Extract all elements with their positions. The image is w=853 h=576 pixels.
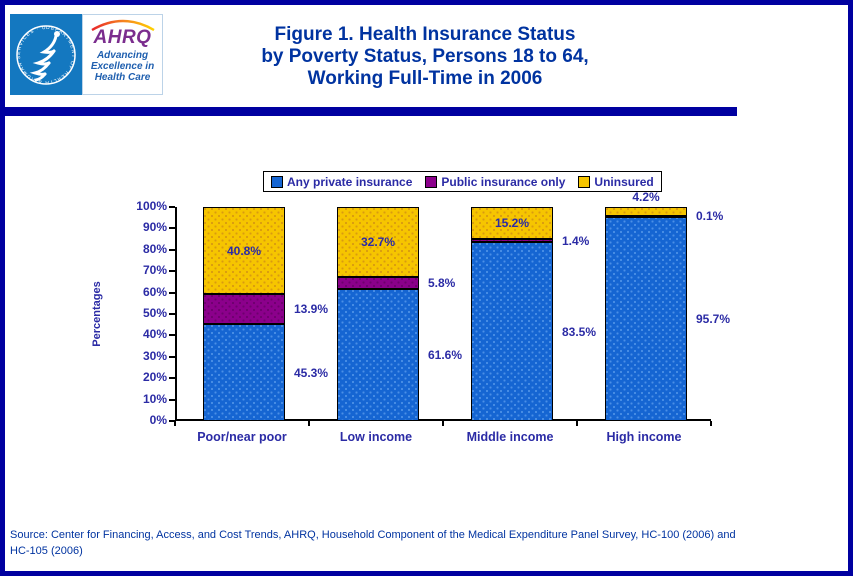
source-line-2: HC-105 (2006) (10, 545, 83, 557)
bar-segment-public (203, 294, 285, 325)
value-label: 13.9% (294, 302, 329, 317)
x-category-label: High income (606, 430, 682, 444)
bar-segment-private (471, 242, 553, 421)
value-label: 40.8% (226, 243, 262, 258)
y-tick-mark (169, 334, 175, 337)
header-divider-bar (5, 107, 737, 116)
legend-item-public: Public insurance only (425, 175, 565, 189)
ahrq-wordmark: AHRQ (93, 27, 152, 48)
public-insurance-swatch-icon (425, 175, 438, 188)
x-category-label: Poor/near poor (197, 430, 287, 444)
hhs-eagle-icon: DEPARTMENT OF HEALTH & HUMAN SERVICES · … (8, 10, 76, 85)
y-tick-label: 40% (142, 327, 167, 342)
y-tick-label: 20% (142, 370, 167, 385)
x-category-label: Low income (339, 430, 413, 444)
value-label: 61.6% (428, 348, 463, 363)
x-tick-mark (442, 421, 444, 426)
value-label: 0.1% (696, 209, 724, 224)
value-label: 83.5% (562, 324, 597, 339)
bar-segment-uninsured (605, 207, 687, 216)
y-tick-label: 10% (142, 391, 167, 406)
y-tick-label: 60% (142, 284, 167, 299)
y-tick-mark (169, 206, 175, 208)
uninsured-swatch-icon (578, 175, 591, 188)
bar-segment-uninsured (471, 206, 553, 240)
legend-item-private: Any private insurance (271, 175, 412, 189)
value-label: 15.2% (494, 216, 530, 231)
private-insurance-swatch-icon (271, 175, 283, 188)
x-category-label: Middle income (466, 430, 554, 444)
ahrq-tagline: Advancing Excellence in Health Care (90, 50, 155, 83)
bar-segment-private (203, 324, 285, 421)
hhs-seal-icon: DEPARTMENT OF HEALTH & HUMAN SERVICES · … (8, 10, 82, 95)
bar-segment-public (471, 239, 553, 243)
rainbow-arc-icon (91, 19, 155, 31)
y-axis-title: Percentages (91, 281, 103, 347)
y-tick-mark (169, 420, 175, 422)
y-tick-mark (169, 313, 175, 315)
y-tick-label: 100% (136, 199, 167, 213)
y-tick-mark (169, 398, 175, 401)
y-tick-mark (169, 227, 175, 230)
title-line-1: Figure 1. Health Insurance Status (274, 24, 576, 45)
y-tick-label: 30% (142, 348, 167, 363)
figure-title: Figure 1. Health Insurance Status by Pov… (170, 24, 680, 90)
y-tick-label: 0% (149, 413, 167, 427)
ahrq-hhs-logo: DEPARTMENT OF HEALTH & HUMAN SERVICES · … (8, 10, 163, 95)
legend-label: Public insurance only (441, 174, 566, 189)
legend-label: Any private insurance (287, 174, 413, 189)
value-label: 32.7% (360, 234, 396, 249)
chart-legend: Any private insurance Public insurance o… (263, 171, 662, 192)
source-line-1: Source: Center for Financing, Access, an… (10, 529, 736, 541)
y-tick-label: 90% (142, 220, 167, 235)
axis-frame (175, 207, 711, 421)
ahrq-logo: AHRQ Advancing Excellence in Health Care (82, 14, 163, 95)
y-tick-label: 70% (142, 263, 167, 278)
x-tick-mark (710, 421, 712, 426)
y-tick-mark (169, 270, 175, 273)
bar-segment-uninsured (337, 206, 419, 277)
y-tick-label: 80% (142, 241, 167, 256)
legend-item-uninsured: Uninsured (578, 174, 654, 189)
bar-segment-public (605, 215, 687, 218)
value-label: 95.7% (696, 311, 731, 326)
bar-segment-private (337, 289, 419, 421)
value-label: 45.3% (294, 365, 329, 380)
y-tick-mark (169, 355, 175, 358)
source-note: Source: Center for Financing, Access, an… (10, 527, 838, 559)
y-tick-mark (169, 377, 175, 380)
y-tick-mark (169, 291, 175, 294)
bar-segment-public (337, 276, 419, 290)
x-tick-mark (174, 421, 176, 426)
y-tick-label: 50% (142, 306, 167, 320)
value-label: 4.2% (632, 190, 660, 204)
y-tick-mark (169, 248, 175, 251)
x-tick-mark (308, 421, 310, 426)
x-tick-mark (576, 421, 578, 426)
value-label: 1.4% (562, 233, 590, 248)
value-label: 5.8% (428, 275, 456, 290)
bar-segment-uninsured (203, 207, 285, 295)
title-line-2: by Poverty Status, Persons 18 to 64, (261, 46, 589, 67)
title-line-3: Working Full-Time in 2006 (307, 68, 543, 89)
bar-segment-private (605, 216, 687, 421)
legend-label: Uninsured (594, 174, 654, 189)
